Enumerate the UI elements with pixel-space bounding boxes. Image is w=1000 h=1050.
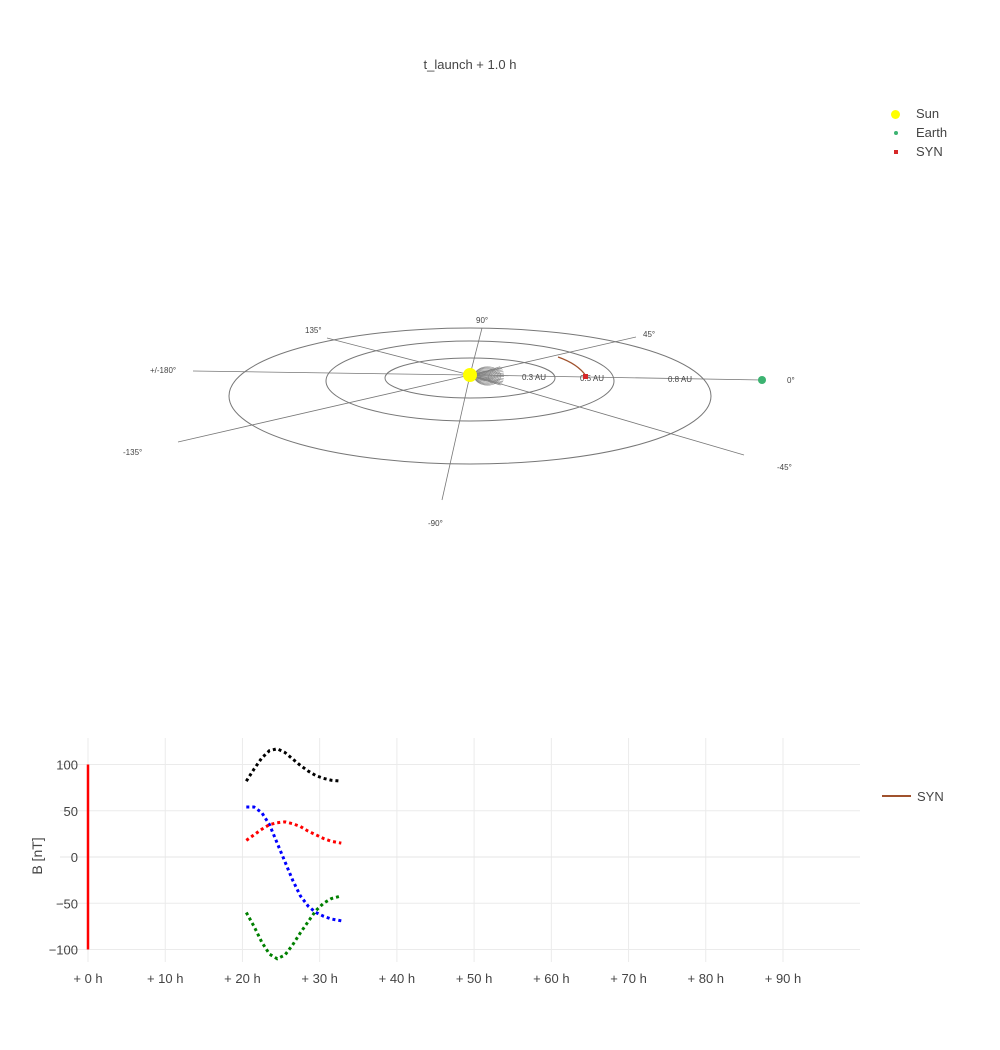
ts-legend-label-syn: SYN bbox=[917, 789, 944, 804]
angle-label: 135° bbox=[305, 326, 322, 335]
angle-spoke-5 bbox=[177, 374, 471, 443]
y-tick-label: 50 bbox=[64, 804, 78, 819]
x-tick-label: + 60 h bbox=[533, 971, 570, 986]
legend-label-syn: SYN bbox=[916, 144, 943, 159]
x-tick-label: + 20 h bbox=[224, 971, 261, 986]
sun-marker bbox=[463, 368, 477, 382]
radial-ring-0 bbox=[384, 357, 556, 399]
field-series-0 bbox=[245, 747, 342, 783]
angle-label: -135° bbox=[123, 448, 142, 457]
angle-label: -90° bbox=[428, 519, 443, 528]
x-tick-label: + 50 h bbox=[456, 971, 493, 986]
y-tick-label: −100 bbox=[49, 943, 78, 958]
radius-label: 0.8 AU bbox=[668, 375, 692, 384]
angle-spoke-3 bbox=[326, 337, 471, 376]
angle-label: 45° bbox=[643, 330, 655, 339]
x-tick-label: + 40 h bbox=[379, 971, 416, 986]
ts-legend[interactable]: SYN bbox=[882, 789, 944, 804]
x-tick-label: + 80 h bbox=[688, 971, 725, 986]
y-axis-label: B [nT] bbox=[29, 837, 45, 874]
legend-label-sun: Sun bbox=[916, 106, 940, 121]
syn-marker bbox=[583, 374, 588, 379]
angle-spoke-4 bbox=[192, 370, 471, 376]
sun-marker-icon bbox=[891, 110, 900, 119]
angle-spoke-2 bbox=[469, 327, 483, 376]
y-tick-label: −50 bbox=[56, 896, 78, 911]
figure-title: t_launch + 1.0 h bbox=[423, 57, 517, 72]
y-tick-label: 0 bbox=[71, 850, 78, 865]
legend-item-sun[interactable]: Sun bbox=[888, 106, 988, 125]
legend-3d[interactable]: Sun Earth SYN bbox=[888, 106, 988, 163]
x-tick-label: + 10 h bbox=[147, 971, 184, 986]
y-tick-label: 100 bbox=[56, 758, 78, 773]
radius-label: 0.5 AU bbox=[580, 374, 604, 383]
earth-marker-icon bbox=[894, 131, 898, 135]
earth-marker bbox=[758, 376, 766, 384]
x-tick-label: + 30 h bbox=[301, 971, 338, 986]
legend-label-earth: Earth bbox=[916, 125, 948, 140]
angle-spoke-6 bbox=[441, 374, 471, 501]
radial-ring-1 bbox=[325, 340, 615, 422]
x-tick-label: + 0 h bbox=[73, 971, 102, 986]
angle-label: 0° bbox=[787, 376, 795, 385]
angle-label: +/-180° bbox=[150, 366, 176, 375]
field-series-2 bbox=[245, 820, 342, 845]
radial-ring-2 bbox=[228, 327, 712, 465]
x-tick-label: + 70 h bbox=[610, 971, 647, 986]
angle-label: -45° bbox=[777, 463, 792, 472]
radius-label: 0.3 AU bbox=[522, 373, 546, 382]
legend-item-syn[interactable]: SYN bbox=[888, 144, 988, 163]
field-series-1 bbox=[246, 805, 342, 923]
field-series-3 bbox=[244, 894, 342, 961]
angle-spoke-0 bbox=[469, 374, 763, 381]
angle-spoke-7 bbox=[469, 374, 745, 456]
syn-marker-icon bbox=[894, 150, 898, 154]
angle-label: 90° bbox=[476, 316, 488, 325]
heliocentric-3d-scene[interactable]: 0° 45° 90° 135° +/-180° -135° -90° -45° 0.3 AU 0… bbox=[0, 0, 1000, 600]
x-tick-label: + 90 h bbox=[765, 971, 802, 986]
legend-item-earth[interactable]: Earth bbox=[888, 125, 988, 144]
